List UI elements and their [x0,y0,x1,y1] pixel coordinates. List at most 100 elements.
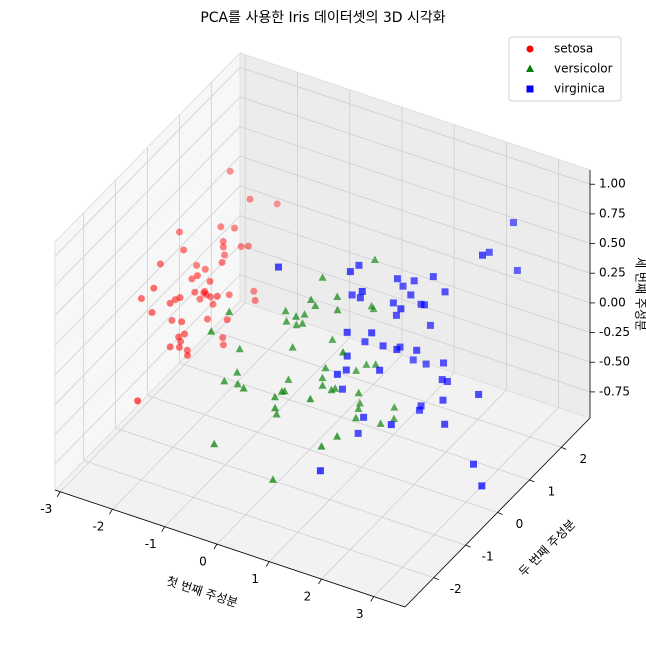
data-point [352,366,361,374]
x-axis-label: 첫 번째 주성분 [165,574,240,610]
data-point [354,429,362,437]
data-point [166,299,174,307]
axis-line [54,489,406,608]
data-point [318,373,327,382]
grid-line [54,244,241,435]
data-point [270,392,279,401]
data-point [333,432,342,440]
data-point [342,366,350,374]
data-point [183,346,191,354]
data-point [360,413,368,421]
data-point [356,294,364,302]
data-point [244,242,252,250]
data-point [416,406,424,414]
x-tick-label: 3 [356,607,364,621]
data-point [361,338,369,346]
data-point [355,261,363,269]
z-tick-label: 1.00 [599,177,626,191]
data-point [288,343,297,351]
grid-line [115,427,466,546]
data-point [284,375,293,383]
data-point [333,305,342,314]
tick-mark [433,577,439,581]
data-point [392,311,400,319]
data-point [328,335,337,343]
data-point [397,305,405,313]
data-point [137,295,145,303]
y-tick-label: 1 [548,484,556,498]
data-point [191,288,199,296]
data-point [387,421,395,429]
data-point [225,307,234,316]
z-tick-label: 0.75 [599,206,626,220]
legend-marker [526,45,534,53]
data-point [231,224,239,232]
data-point [321,363,330,372]
grid-line [147,395,498,513]
tick-mark [465,544,471,548]
data-point [148,309,156,317]
grid-line [239,155,591,274]
data-point [298,319,307,327]
data-point [175,228,183,236]
data-point [223,316,231,324]
data-point [168,316,176,324]
data-point [210,439,219,448]
legend-marker [526,64,534,72]
data-point [354,388,363,397]
tick-mark [318,578,322,585]
data-point [221,251,229,259]
tick-mark [56,491,61,497]
data-point [206,277,214,285]
data-point [429,273,437,281]
data-point [219,334,227,342]
data-point [233,368,242,376]
data-point [281,306,290,315]
tick-mark [529,479,535,483]
data-point [351,413,360,422]
grid-line [239,244,591,363]
tick-mark [370,596,374,602]
grid-line [54,155,241,346]
data-point [417,402,425,410]
data-point [367,301,376,310]
data-point [181,330,189,338]
x-tick-label: -2 [92,520,104,534]
axis-line [404,417,591,608]
data-point [193,272,201,280]
data-point [346,268,354,276]
data-point [410,277,418,285]
data-point [292,320,301,329]
data-point [274,263,282,271]
data-point [246,195,254,203]
data-point [343,352,351,360]
data-point [438,376,446,384]
x-tick-label: 2 [304,590,312,604]
data-point [183,351,191,359]
x-tick-label: 1 [251,572,259,586]
data-point [150,284,158,292]
data-point [271,403,280,412]
grid-line [83,460,434,579]
data-point [426,321,434,329]
z-tick-label: 0.00 [599,295,626,309]
z-tick-label: -0.50 [599,355,630,369]
data-point [479,251,487,259]
legend-label: versicolor [554,62,613,76]
data-point [439,396,447,404]
data-point [196,295,204,303]
data-point [188,275,196,283]
grid-line [54,66,241,257]
data-point [327,385,336,394]
z-axis-label: 세 번째 주성분 [634,257,646,331]
data-point [219,341,227,349]
data-point [209,300,217,308]
data-point [317,442,326,450]
chart-title: PCA를 사용한 Iris 데이터셋의 3D 시각화 [200,10,445,26]
data-point [220,376,229,385]
data-point [213,292,221,300]
x-tick-label: -3 [40,502,52,516]
y-tick-label: 2 [579,452,587,466]
data-point [134,397,142,405]
